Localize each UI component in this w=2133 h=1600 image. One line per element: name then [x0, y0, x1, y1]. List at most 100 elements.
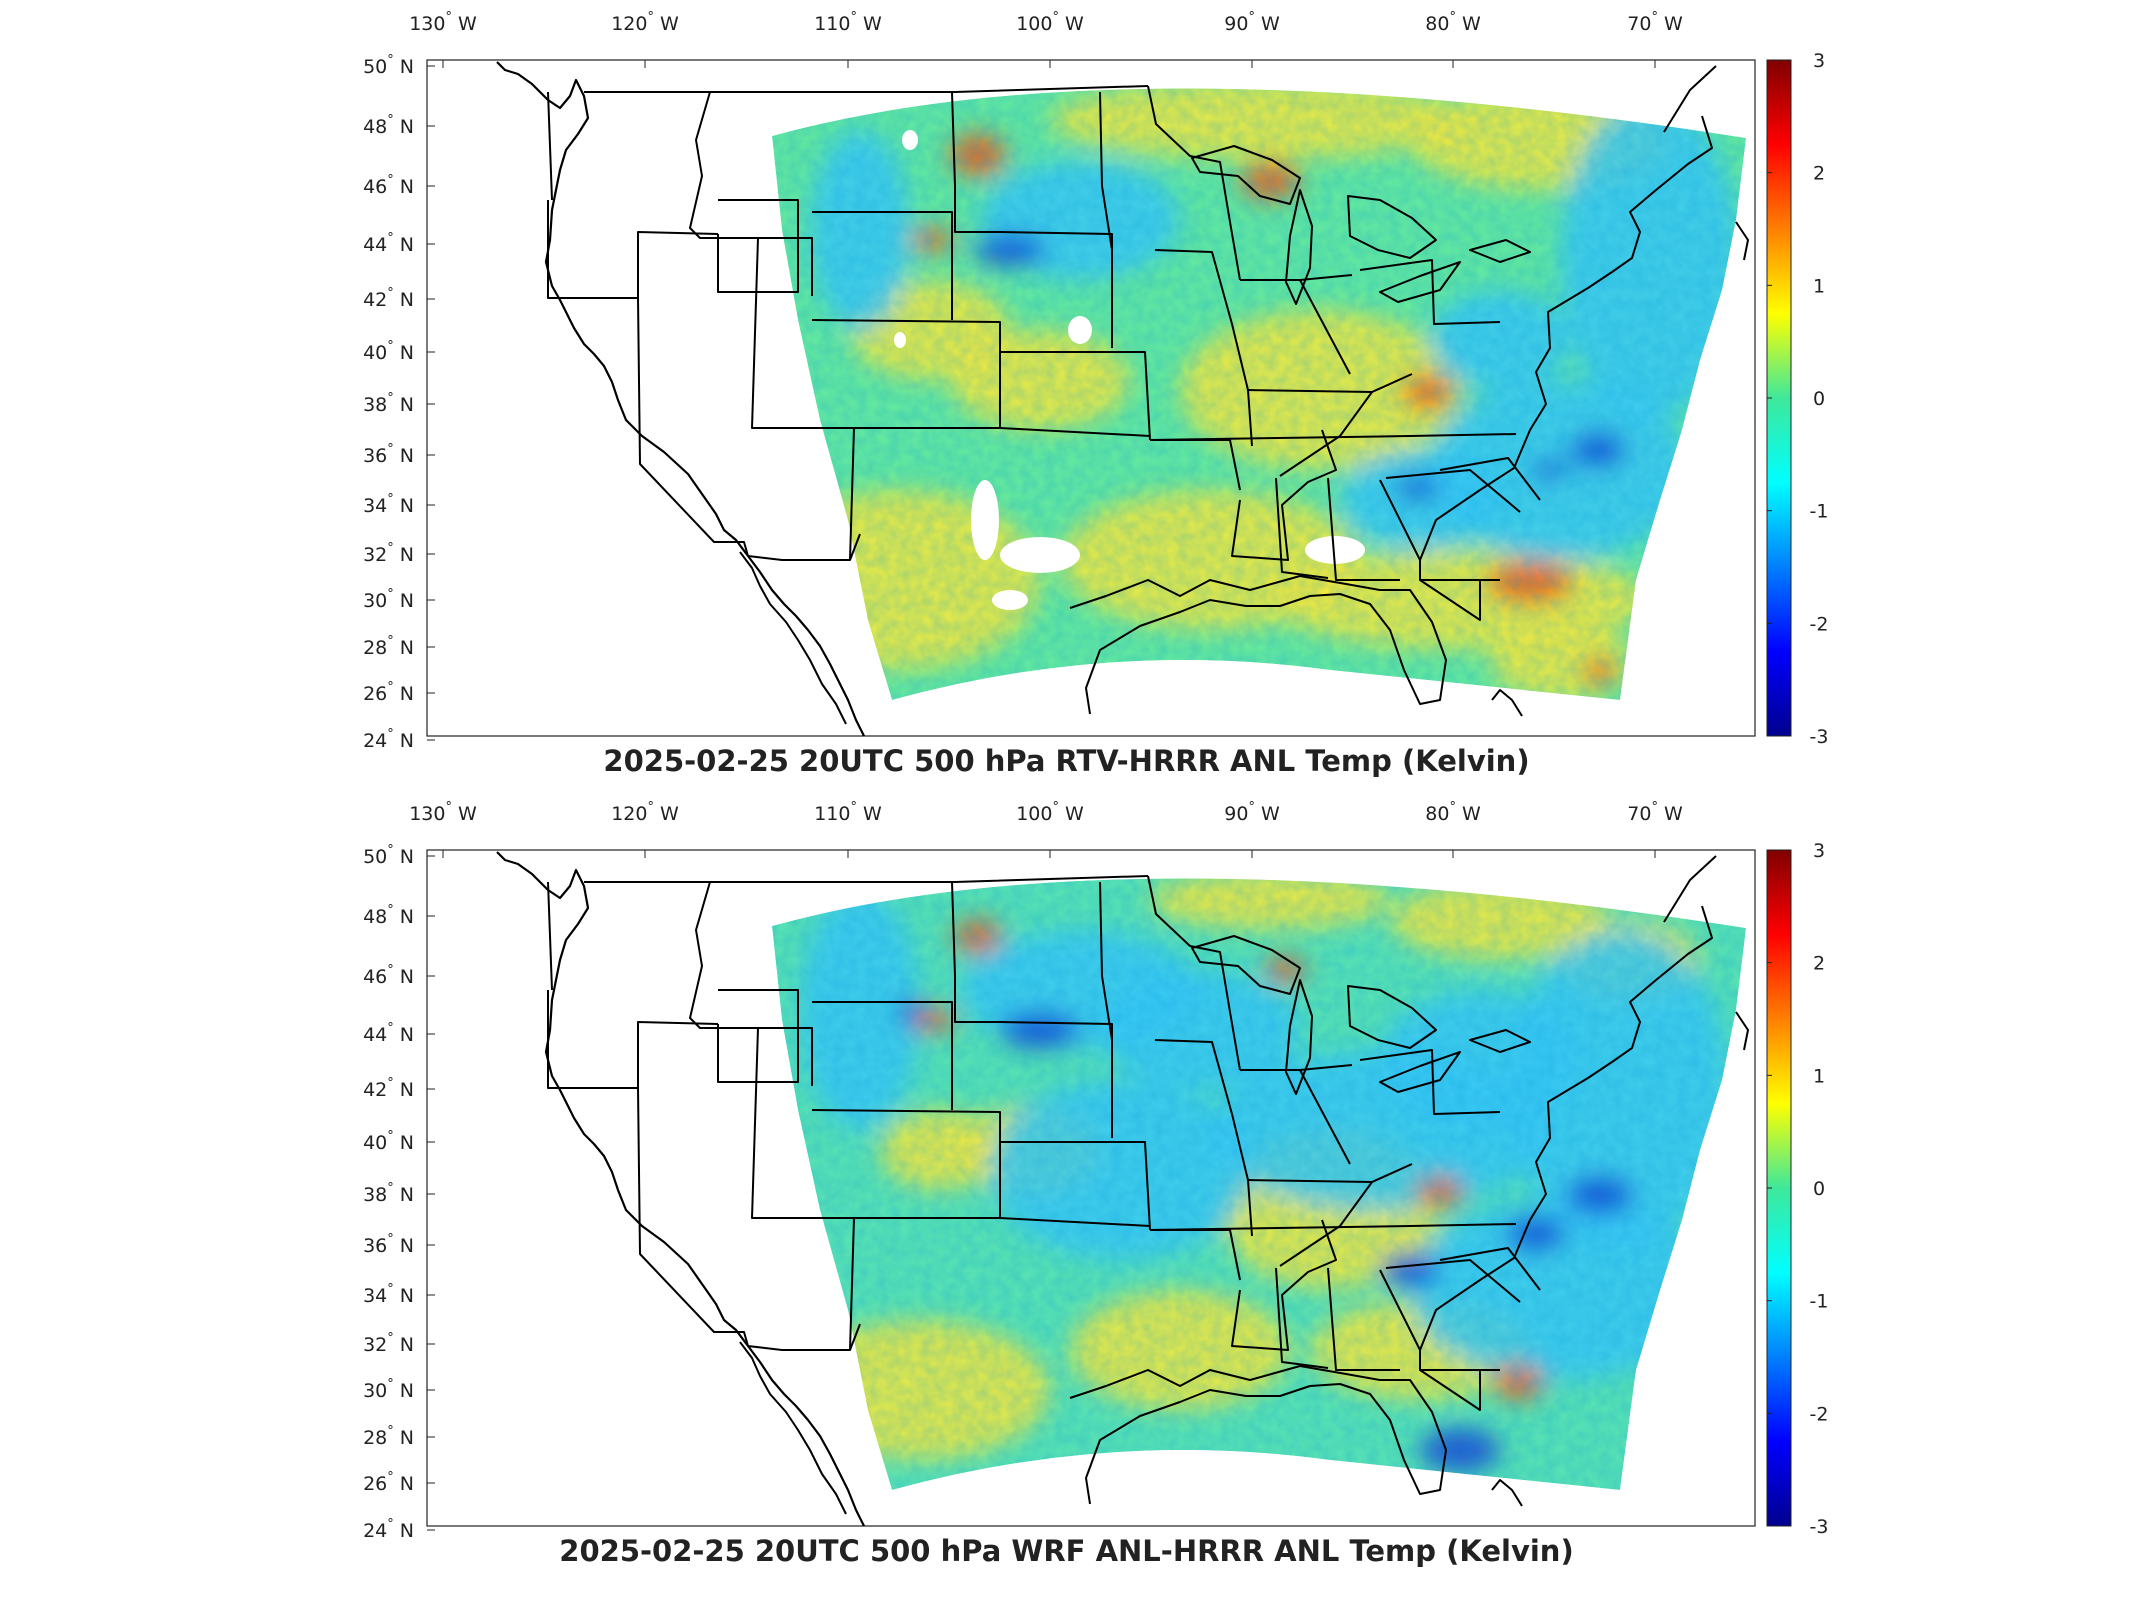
state-line	[637, 297, 861, 561]
state-line	[999, 1217, 1151, 1227]
state-line	[951, 881, 1000, 1023]
us-canada-border	[584, 85, 1149, 93]
lake-huron	[1347, 195, 1437, 259]
lon-label: 100° W	[1016, 10, 1084, 35]
colorbar-tick-label: -2	[1810, 613, 1829, 635]
state-line	[1154, 1039, 1233, 1115]
lat-label: 46° N	[363, 173, 414, 198]
lat-label: 26° N	[363, 680, 414, 705]
canada-coast	[1663, 855, 1717, 923]
lake-michigan	[1285, 189, 1313, 305]
state-line	[637, 1087, 861, 1351]
state-line	[812, 211, 953, 320]
missing-patch	[902, 130, 918, 150]
colorbar-tick-label: -3	[1810, 726, 1829, 748]
lat-label: 24° N	[363, 1517, 414, 1542]
lon-label: 130° W	[409, 800, 477, 825]
state-line	[1327, 477, 1400, 581]
lat-label: 32° N	[363, 1331, 414, 1356]
state-line	[717, 199, 799, 293]
lon-label: 90° W	[1224, 10, 1280, 35]
lon-label: 100° W	[1016, 800, 1084, 825]
state-line	[1275, 1267, 1329, 1369]
state-line	[547, 881, 553, 991]
missing-patch	[1068, 316, 1092, 344]
state-line	[1149, 1223, 1517, 1231]
axis-ticks	[427, 60, 1656, 741]
state-line	[951, 91, 1000, 233]
lat-label: 44° N	[363, 1021, 414, 1046]
lat-label: 28° N	[363, 1424, 414, 1449]
lat-label: 48° N	[363, 903, 414, 928]
lake-huron	[1347, 985, 1437, 1049]
map-svg-top: 130° W 120° W 110° W 100° W 90° W 80° W 70° W 50° N 48° N…	[363, 10, 1829, 752]
lon-label: 120° W	[611, 10, 679, 35]
missing-patch	[971, 480, 999, 560]
state-line	[1000, 1141, 1151, 1231]
lat-label: 26° N	[363, 1470, 414, 1495]
map-panel-top: 130° W 120° W 110° W 100° W 90° W 80° W 70° W 50° N 48° N…	[363, 10, 1829, 778]
colorbar-tick-label: 0	[1813, 388, 1825, 410]
lon-label: 110° W	[814, 10, 882, 35]
lon-label: 80° W	[1425, 800, 1481, 825]
lat-label: 34° N	[363, 1282, 414, 1307]
colorbar-tick-label: 2	[1813, 163, 1825, 185]
state-line	[1327, 1267, 1400, 1371]
lat-label: 36° N	[363, 1232, 414, 1257]
state-line	[1099, 881, 1113, 1041]
lon-label: 70° W	[1627, 800, 1683, 825]
axis-ticks	[427, 850, 1656, 1531]
field-texture	[772, 878, 1746, 1490]
lon-label: 90° W	[1224, 800, 1280, 825]
lake-superior	[1191, 935, 1301, 995]
lat-label: 30° N	[363, 587, 414, 612]
lat-label: 50° N	[363, 53, 414, 78]
colorbar-tick-label: 0	[1813, 1178, 1825, 1200]
state-line	[1099, 91, 1113, 251]
lake-erie	[1379, 1051, 1461, 1093]
lat-label: 24° N	[363, 727, 414, 752]
field-texture	[772, 88, 1746, 700]
lat-label: 40° N	[363, 339, 414, 364]
state-line	[1150, 439, 1241, 491]
baja-coastline	[739, 551, 847, 725]
colorbar-tick-label: 3	[1813, 840, 1825, 862]
state-line	[1275, 477, 1329, 579]
map-svg-bottom: 130° W 120° W 110° W 100° W 90° W 80° W 70° W 50° N 48° N…	[363, 800, 1828, 1542]
state-line	[1419, 1369, 1481, 1411]
lat-label: 38° N	[363, 391, 414, 416]
nova-scotia	[1735, 221, 1749, 261]
state-line	[751, 1027, 868, 1219]
colorbar-tick-label: 1	[1813, 1065, 1825, 1087]
nova-scotia	[1735, 1011, 1749, 1051]
west-coastline	[496, 61, 865, 737]
lat-label: 46° N	[363, 963, 414, 988]
state-line	[999, 427, 1151, 437]
state-line	[1154, 249, 1233, 325]
lat-label: 28° N	[363, 634, 414, 659]
state-boundaries	[496, 851, 1749, 1527]
map-title-bottom: 2025-02-25 20UTC 500 hPa WRF ANL-HRRR AN…	[559, 1534, 1574, 1568]
lat-label: 42° N	[363, 286, 414, 311]
state-line	[1231, 429, 1337, 561]
state-line	[1439, 457, 1541, 501]
state-line	[1439, 1247, 1541, 1291]
bahamas	[1491, 689, 1523, 717]
state-line	[1000, 351, 1151, 441]
state-line	[812, 1001, 953, 1110]
state-line	[689, 881, 813, 1086]
colorbar-tick-label: 3	[1813, 50, 1825, 72]
state-line	[689, 91, 813, 296]
lake-erie	[1379, 261, 1461, 303]
lon-label: 110° W	[814, 800, 882, 825]
lat-label: 30° N	[363, 1377, 414, 1402]
lat-label: 38° N	[363, 1181, 414, 1206]
state-line	[1150, 1229, 1241, 1281]
state-line	[547, 91, 553, 201]
state-line	[1299, 1069, 1351, 1165]
lake-michigan	[1285, 979, 1313, 1095]
canada-coast	[1663, 65, 1717, 133]
lat-label: 50° N	[363, 843, 414, 868]
east-coast	[1419, 115, 1713, 561]
state-line	[1419, 579, 1481, 621]
